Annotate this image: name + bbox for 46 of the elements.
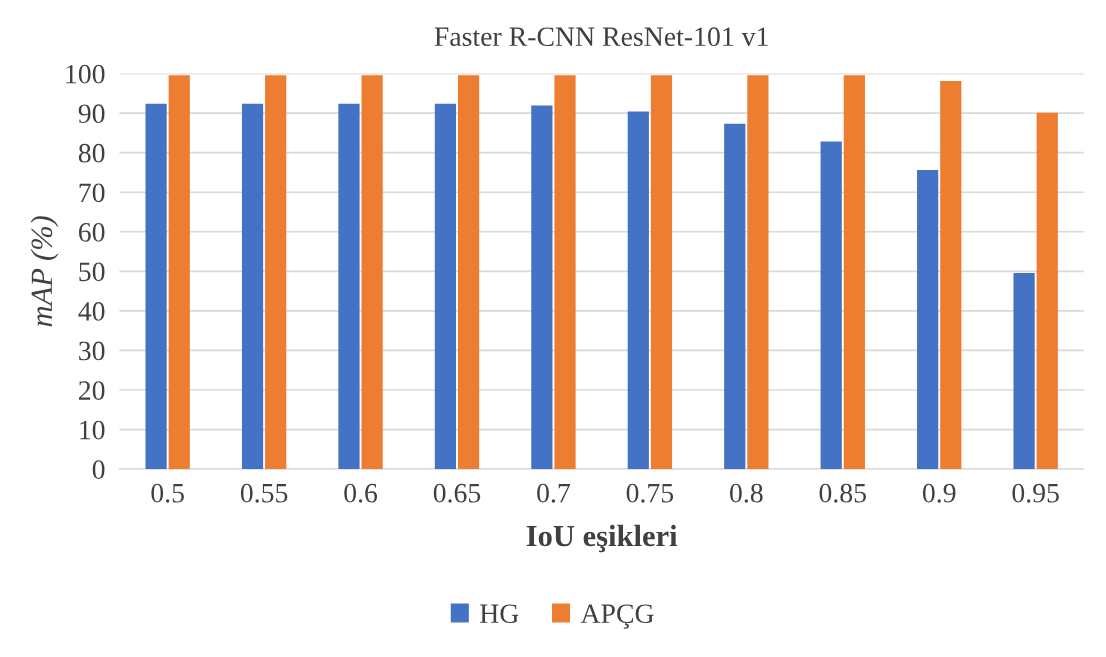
bar	[1036, 112, 1058, 470]
x-tick-label: 0.5	[151, 483, 184, 503]
bar	[168, 75, 190, 470]
y-tick-label: 10	[80, 420, 105, 440]
bar	[531, 105, 553, 470]
x-tick-label: 0.7	[537, 483, 570, 503]
bar	[724, 123, 746, 470]
x-tick-label: 0.9	[922, 483, 956, 503]
bar	[917, 170, 939, 470]
bar	[434, 103, 457, 470]
x-tick-label: 0.85	[819, 483, 866, 503]
bar	[650, 75, 673, 470]
x-tick-label: 0.8	[730, 483, 763, 503]
y-tick-label: 40	[78, 302, 105, 321]
y-tick-label: 50	[79, 262, 105, 282]
y-tick-label: 80	[78, 143, 105, 163]
x-tick-label: 0.75	[626, 483, 674, 503]
x-tick-label: 0.65	[433, 483, 481, 503]
bar	[1013, 272, 1035, 470]
y-tick-label: 90	[78, 104, 105, 124]
bar	[145, 103, 167, 470]
bar	[457, 75, 480, 470]
y-tick-label: 0	[92, 460, 105, 480]
bar	[940, 81, 962, 470]
bar	[554, 75, 576, 470]
x-tick-label: 0.55	[240, 483, 288, 503]
bar	[747, 75, 769, 470]
x-axis-title: IoU eşikleri	[526, 524, 678, 553]
bar	[241, 103, 264, 470]
bar	[265, 75, 287, 470]
y-tick-label: 60	[78, 222, 105, 242]
x-tick-label: 0.95	[1012, 483, 1059, 503]
bar	[361, 75, 383, 470]
y-tick-label: 70	[79, 183, 105, 203]
bar	[843, 75, 865, 470]
y-tick-label: 30	[79, 341, 105, 361]
legend-label: HG	[480, 604, 519, 624]
bar	[338, 103, 360, 470]
y-tick-label: 20	[79, 381, 105, 400]
y-tick-label: 100	[66, 64, 105, 84]
x-tick-label: 0.6	[344, 483, 378, 503]
bar	[820, 141, 842, 470]
bar	[627, 111, 649, 470]
chart-title: Faster R-CNN ResNet-101 v1	[434, 27, 768, 47]
legend-label: APÇG	[580, 604, 654, 629]
y-axis-title: mAP (%)	[30, 216, 59, 327]
